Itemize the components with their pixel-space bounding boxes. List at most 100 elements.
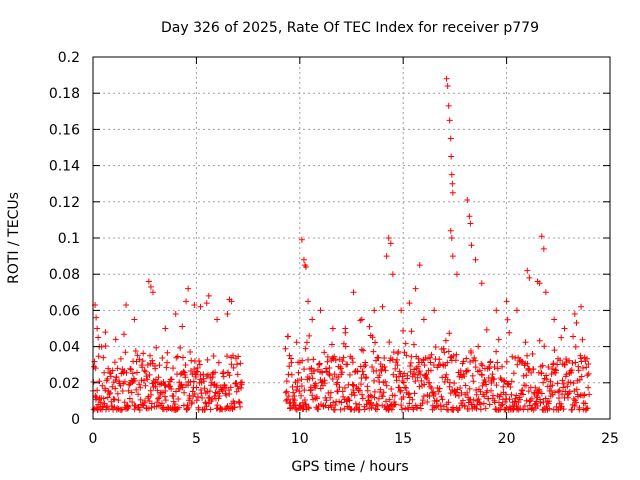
data-point bbox=[223, 392, 230, 399]
data-point bbox=[400, 394, 407, 401]
data-point bbox=[138, 377, 145, 384]
data-point bbox=[302, 401, 309, 408]
data-point bbox=[439, 396, 446, 403]
data-point bbox=[490, 376, 497, 383]
y-tick-label: 0 bbox=[71, 412, 80, 428]
data-point bbox=[392, 401, 399, 408]
data-point bbox=[147, 283, 154, 290]
data-point bbox=[473, 405, 480, 412]
x-tick-label: 5 bbox=[192, 431, 201, 447]
data-point bbox=[559, 377, 566, 384]
data-point bbox=[402, 405, 409, 412]
data-point bbox=[576, 376, 583, 383]
data-point bbox=[379, 303, 386, 310]
data-point bbox=[537, 399, 544, 406]
data-point bbox=[126, 395, 133, 402]
data-point bbox=[530, 366, 537, 373]
data-point bbox=[506, 329, 513, 336]
data-point bbox=[390, 371, 397, 378]
data-point bbox=[386, 339, 393, 346]
data-point bbox=[418, 377, 425, 384]
data-point bbox=[386, 396, 393, 403]
data-point bbox=[448, 235, 455, 241]
data-point bbox=[478, 280, 485, 287]
data-point bbox=[349, 355, 356, 362]
data-point bbox=[310, 356, 317, 363]
data-point bbox=[220, 373, 227, 380]
data-point bbox=[477, 388, 484, 395]
data-point bbox=[510, 406, 517, 413]
data-point bbox=[350, 289, 357, 296]
data-point bbox=[100, 395, 107, 402]
data-point bbox=[540, 379, 547, 386]
data-point bbox=[94, 387, 101, 394]
data-point bbox=[230, 364, 237, 371]
data-point bbox=[131, 316, 138, 323]
data-point bbox=[468, 242, 475, 249]
data-point bbox=[298, 382, 305, 389]
data-point bbox=[309, 375, 316, 382]
data-point bbox=[542, 395, 549, 402]
data-point bbox=[421, 381, 428, 388]
data-point bbox=[366, 323, 373, 330]
data-point bbox=[446, 117, 453, 124]
data-point bbox=[584, 355, 591, 362]
data-point bbox=[419, 397, 426, 404]
data-point bbox=[292, 401, 299, 408]
data-point bbox=[339, 358, 346, 365]
data-point bbox=[139, 358, 146, 365]
y-tick-label: 0.04 bbox=[49, 340, 80, 356]
data-point bbox=[442, 337, 449, 344]
data-point bbox=[423, 375, 430, 382]
data-point bbox=[111, 359, 118, 366]
data-point bbox=[195, 393, 202, 400]
data-point bbox=[449, 253, 456, 260]
data-point bbox=[523, 372, 530, 379]
data-point bbox=[317, 307, 324, 314]
data-point bbox=[470, 378, 477, 385]
data-point bbox=[164, 349, 171, 356]
data-point bbox=[222, 385, 229, 392]
data-point bbox=[447, 390, 454, 397]
data-point bbox=[407, 363, 414, 370]
data-point bbox=[585, 360, 592, 367]
data-point bbox=[173, 354, 180, 361]
data-point bbox=[332, 402, 339, 409]
data-point bbox=[550, 360, 557, 367]
data-point bbox=[350, 382, 357, 389]
data-point bbox=[563, 371, 570, 378]
data-point bbox=[372, 357, 379, 364]
data-point bbox=[168, 385, 175, 392]
data-point bbox=[437, 361, 444, 368]
data-point bbox=[548, 387, 555, 394]
data-point bbox=[313, 382, 320, 389]
data-point bbox=[525, 388, 532, 395]
data-point bbox=[551, 347, 558, 354]
data-point bbox=[585, 384, 592, 391]
data-point bbox=[369, 334, 376, 341]
data-point bbox=[341, 405, 348, 412]
data-point bbox=[493, 307, 500, 314]
data-point bbox=[421, 362, 428, 369]
data-point bbox=[585, 370, 592, 377]
data-point bbox=[524, 267, 531, 274]
data-point bbox=[388, 406, 395, 413]
data-point bbox=[577, 352, 584, 359]
data-point bbox=[466, 385, 473, 392]
data-point bbox=[446, 330, 453, 337]
data-point bbox=[349, 381, 356, 388]
data-point bbox=[482, 378, 489, 385]
data-point bbox=[167, 383, 174, 390]
y-tick-label: 0.06 bbox=[49, 303, 80, 319]
data-point bbox=[438, 393, 445, 400]
grid-lines bbox=[93, 57, 610, 419]
data-point bbox=[447, 227, 454, 234]
data-point bbox=[359, 368, 366, 375]
data-point bbox=[576, 404, 583, 411]
data-point bbox=[299, 357, 306, 364]
data-point bbox=[496, 399, 503, 406]
data-point bbox=[522, 382, 529, 389]
data-point bbox=[328, 341, 335, 348]
data-point bbox=[183, 298, 190, 305]
data-point bbox=[134, 369, 141, 376]
